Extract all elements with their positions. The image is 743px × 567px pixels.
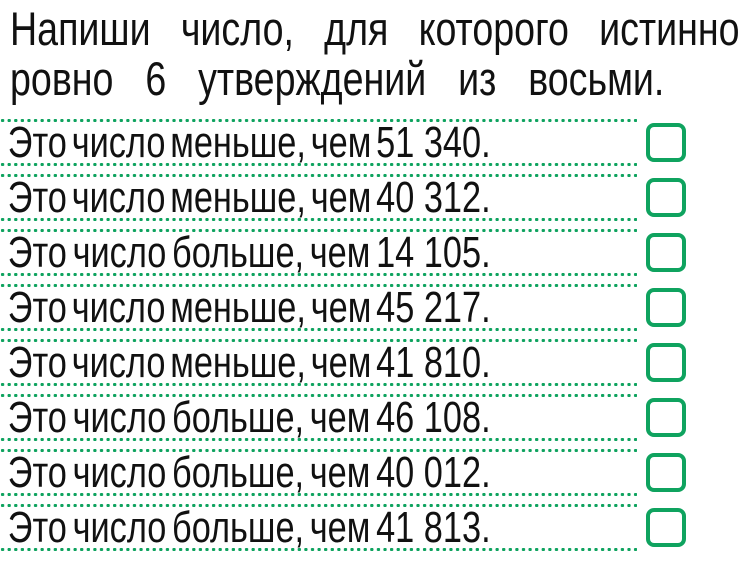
statement-text: Это число меньше, чем 40 312.	[0, 172, 497, 222]
answer-checkbox[interactable]	[646, 178, 686, 217]
statement-text: Это число меньше, чем 51 340.	[0, 117, 497, 167]
word: Это	[7, 502, 67, 552]
statement-sentence: Это число меньше, чем 40 312.	[0, 173, 637, 222]
answer-checkbox[interactable]	[646, 453, 686, 492]
statement-row: Это число больше, чем 14 105.	[0, 228, 743, 277]
statement-text: Это число больше, чем 46 108.	[0, 392, 497, 442]
word: ровно	[10, 52, 114, 105]
statement-sentence: Это число меньше, чем 41 810.	[0, 338, 637, 387]
statement-sentence: Это число больше, чем 14 105.	[0, 228, 637, 277]
statement-sentence: Это число больше, чем 41 813.	[0, 503, 637, 552]
word: чем	[309, 447, 371, 497]
word: 40 312.	[376, 172, 491, 222]
word: число	[72, 227, 167, 277]
word: больше,	[172, 227, 305, 277]
statement-row: Это число меньше, чем 41 810.	[0, 338, 743, 387]
task-title-line-2: ровно 6 утверждений из восьми.	[10, 54, 664, 104]
word: из	[458, 52, 497, 105]
word: число,	[180, 2, 294, 55]
answer-checkbox[interactable]	[646, 233, 686, 272]
statements-list: Это число меньше, чем 51 340. Это число меньше,…	[0, 118, 743, 552]
word: утверждений	[198, 52, 427, 105]
word: число	[72, 502, 167, 552]
word: Это	[7, 172, 67, 222]
word: число	[72, 447, 167, 497]
statement-row: Это число больше, чем 40 012.	[0, 448, 743, 497]
word: 41 813.	[376, 502, 491, 552]
word: 46 108.	[376, 392, 491, 442]
word: 41 810.	[376, 337, 491, 387]
statement-sentence: Это число больше, чем 40 012.	[0, 448, 637, 497]
answer-checkbox[interactable]	[646, 508, 686, 547]
word: истинно	[599, 2, 740, 55]
word: больше,	[172, 502, 305, 552]
word: меньше,	[170, 337, 306, 387]
word: чем	[309, 392, 371, 442]
answer-checkbox[interactable]	[646, 343, 686, 382]
statement-text: Это число больше, чем 41 813.	[0, 502, 497, 552]
word: чем	[310, 282, 372, 332]
statement-sentence: Это число больше, чем 46 108.	[0, 393, 637, 442]
statement-text: Это число больше, чем 14 105.	[0, 227, 497, 277]
answer-checkbox[interactable]	[646, 123, 686, 162]
word: Это	[7, 337, 67, 387]
task-title-line-1: Напиши число, для которого истинно	[10, 4, 740, 54]
statement-row: Это число больше, чем 41 813.	[0, 503, 743, 552]
statement-text: Это число больше, чем 40 012.	[0, 447, 497, 497]
word: чем	[309, 502, 371, 552]
statement-row: Это число больше, чем 46 108.	[0, 393, 743, 442]
word: число	[71, 117, 166, 167]
word: 51 340.	[376, 117, 491, 167]
word: для	[324, 2, 389, 55]
word: 6	[145, 52, 167, 105]
statement-text: Это число меньше, чем 45 217.	[0, 282, 497, 332]
word: Напиши	[10, 2, 151, 55]
statement-sentence: Это число меньше, чем 51 340.	[0, 118, 637, 167]
statement-row: Это число меньше, чем 51 340.	[0, 118, 743, 167]
word: число	[72, 392, 167, 442]
word: больше,	[172, 447, 305, 497]
word: число	[71, 172, 166, 222]
word: 14 105.	[376, 227, 491, 277]
word: число	[71, 337, 166, 387]
word: меньше,	[170, 282, 306, 332]
word: 45 217.	[376, 282, 491, 332]
statement-sentence: Это число меньше, чем 45 217.	[0, 283, 637, 332]
statement-row: Это число меньше, чем 40 312.	[0, 173, 743, 222]
word: Это	[7, 282, 67, 332]
word: Это	[7, 117, 67, 167]
word: Это	[7, 447, 67, 497]
word: чем	[310, 337, 372, 387]
word: меньше,	[170, 172, 306, 222]
word: меньше,	[170, 117, 306, 167]
answer-checkbox[interactable]	[646, 398, 686, 437]
task-title: Напиши число, для которого истинно ровно 6 утв…	[0, 4, 743, 104]
word: больше,	[172, 392, 305, 442]
answer-checkbox[interactable]	[646, 288, 686, 327]
word: 40 012.	[376, 447, 491, 497]
word: чем	[310, 117, 372, 167]
statement-row: Это число меньше, чем 45 217.	[0, 283, 743, 332]
word: восьми.	[528, 52, 665, 105]
word: чем	[309, 227, 371, 277]
word: чем	[310, 172, 372, 222]
word: Это	[7, 392, 67, 442]
word: которого	[418, 2, 569, 55]
word: Это	[7, 227, 67, 277]
word: число	[71, 282, 166, 332]
statement-text: Это число меньше, чем 41 810.	[0, 337, 497, 387]
